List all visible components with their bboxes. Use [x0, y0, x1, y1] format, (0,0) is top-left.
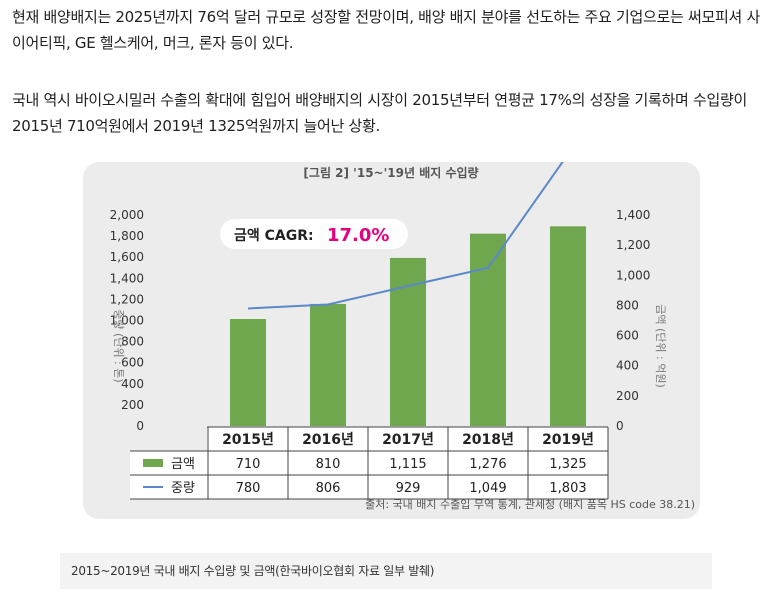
bar-2016년	[310, 303, 346, 426]
y-left-tick-label: 1,400	[110, 271, 144, 285]
cagr-callout-value: 17.0%	[327, 225, 389, 246]
y-right-tick-label: 800	[616, 298, 639, 312]
table-cell: 710	[236, 457, 261, 472]
y-right-tick-label: 1,000	[616, 268, 650, 282]
y-right-tick-label: 600	[616, 329, 639, 343]
chart-title: [그림 2] '15~'19년 배지 수입량	[303, 165, 478, 180]
y-left-tick-label: 400	[121, 377, 144, 391]
x-category-label: 2015년	[222, 432, 274, 448]
table-cell: 780	[236, 481, 261, 496]
table-cell: 929	[396, 481, 421, 496]
x-category-label: 2016년	[302, 432, 354, 448]
table-cell: 1,049	[469, 481, 506, 496]
table-cell: 1,115	[389, 457, 426, 472]
y-left-tick-label: 200	[121, 398, 144, 412]
x-category-label: 2018년	[462, 432, 514, 448]
cagr-callout-label: 금액 CAGR:	[234, 227, 314, 244]
y-left-tick-label: 0	[136, 419, 144, 433]
y-left-tick-label: 1,800	[110, 229, 144, 243]
table-cell: 1,803	[549, 481, 586, 496]
figure-caption-box: 2015~2019년 국내 배지 수입량 및 금액(한국바이오협회 자료 일부 …	[60, 553, 712, 589]
bar-2015년	[230, 318, 266, 426]
legend-label: 중량	[171, 481, 195, 496]
table-cell: 1,325	[549, 457, 586, 472]
y-right-tick-label: 200	[616, 389, 639, 403]
y-left-tick-label: 800	[121, 335, 144, 349]
bar-2019년	[550, 226, 586, 426]
chart-card: [그림 2] '15~'19년 배지 수입량 2,000 1,800 1,600 1,…	[83, 153, 700, 519]
chart-svg: [그림 2] '15~'19년 배지 수입량 2,000 1,800 1,600 1,…	[110, 153, 695, 511]
table-header-bg	[207, 427, 608, 451]
y-left-tick-label: 1,000	[110, 314, 144, 328]
bar-2018년	[470, 233, 506, 426]
y-left-axis-label: 중량 (단위 : 톤)	[112, 309, 125, 382]
y-right-tick-label: 1,400	[616, 208, 650, 222]
y-left-tick-label: 600	[121, 356, 144, 370]
paragraph-market-outlook: 현재 배양배지는 2025년까지 76억 달러 규모로 성장할 전망이며, 배양…	[12, 8, 760, 52]
y-right-tick-label: 0	[616, 419, 624, 433]
y-left-tick-label: 1,600	[110, 250, 144, 264]
x-category-label: 2019년	[542, 432, 594, 448]
y-left-tick-label: 2,000	[110, 208, 144, 222]
x-category-label: 2017년	[382, 432, 434, 448]
y-right-axis-label: 금액 (단위 : 억원)	[654, 304, 667, 388]
table-cell: 810	[316, 457, 341, 472]
legend-label: 금액	[171, 457, 195, 472]
y-right-tick-label: 1,200	[616, 238, 650, 252]
paragraph-domestic-imports: 국내 역시 바이오시밀러 수출의 확대에 힘입어 배양배지의 시장이 2015년…	[12, 91, 748, 135]
y-right-tick-label: 400	[616, 359, 639, 373]
y-left-tick-label: 1,200	[110, 292, 144, 306]
table-cell: 806	[316, 481, 341, 496]
legend-bar-swatch	[143, 459, 163, 467]
table-cell: 1,276	[469, 457, 506, 472]
figure-caption: 2015~2019년 국내 배지 수입량 및 금액(한국바이오협회 자료 일부 …	[71, 564, 435, 578]
cagr-callout-box	[220, 219, 408, 249]
chart-source: 출처: 국내 배지 수출입 무역 통계, 관세청 (배지 품목 HS code …	[365, 498, 695, 511]
